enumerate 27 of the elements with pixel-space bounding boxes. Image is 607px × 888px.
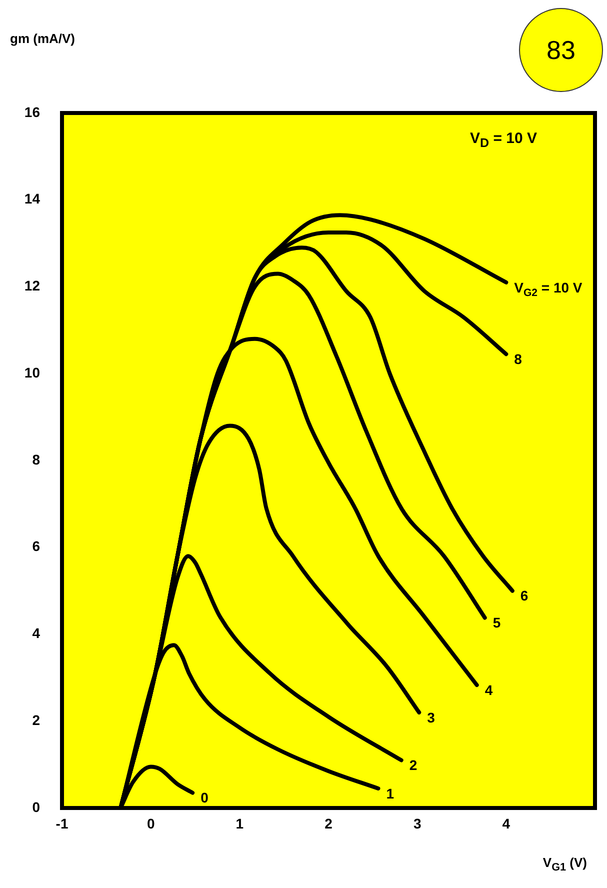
annotation: V$_{D}$ = 10 V bbox=[470, 130, 537, 150]
y-tick-label: 14 bbox=[24, 190, 40, 207]
series-label: 1 bbox=[386, 785, 394, 802]
x-tick-label: 3 bbox=[413, 815, 422, 832]
series-label: 6 bbox=[520, 588, 528, 604]
circle-badge: 83 bbox=[519, 8, 603, 92]
x-tick-label: 0 bbox=[146, 815, 155, 832]
y-tick-label: 2 bbox=[32, 712, 40, 728]
series-label: 5 bbox=[492, 614, 501, 631]
y-tick-label: 0 bbox=[32, 798, 40, 815]
y-tick-label: 4 bbox=[32, 625, 40, 642]
y-tick-label: 8 bbox=[32, 451, 40, 468]
y-tick-label: 10 bbox=[24, 364, 40, 380]
x-tick-label: 4 bbox=[502, 815, 510, 832]
x-tick-label: 1 bbox=[236, 815, 244, 832]
x-tick-label: 2 bbox=[324, 815, 333, 832]
series-label: 4 bbox=[484, 682, 493, 698]
y-tick-label: 6 bbox=[32, 538, 40, 554]
y-tick-label: 12 bbox=[24, 278, 40, 294]
series-label: 0 bbox=[200, 790, 209, 806]
y-tick-label: 16 bbox=[24, 104, 40, 120]
x-tick-label: -1 bbox=[56, 815, 68, 832]
series-label: 3 bbox=[427, 709, 436, 726]
x-axis-title: V$_{G1}$ (V) bbox=[542, 855, 587, 874]
series-label: 8 bbox=[514, 350, 522, 367]
y-axis-title: gm (mA/V) bbox=[10, 30, 76, 48]
series-label: 2 bbox=[409, 757, 418, 774]
